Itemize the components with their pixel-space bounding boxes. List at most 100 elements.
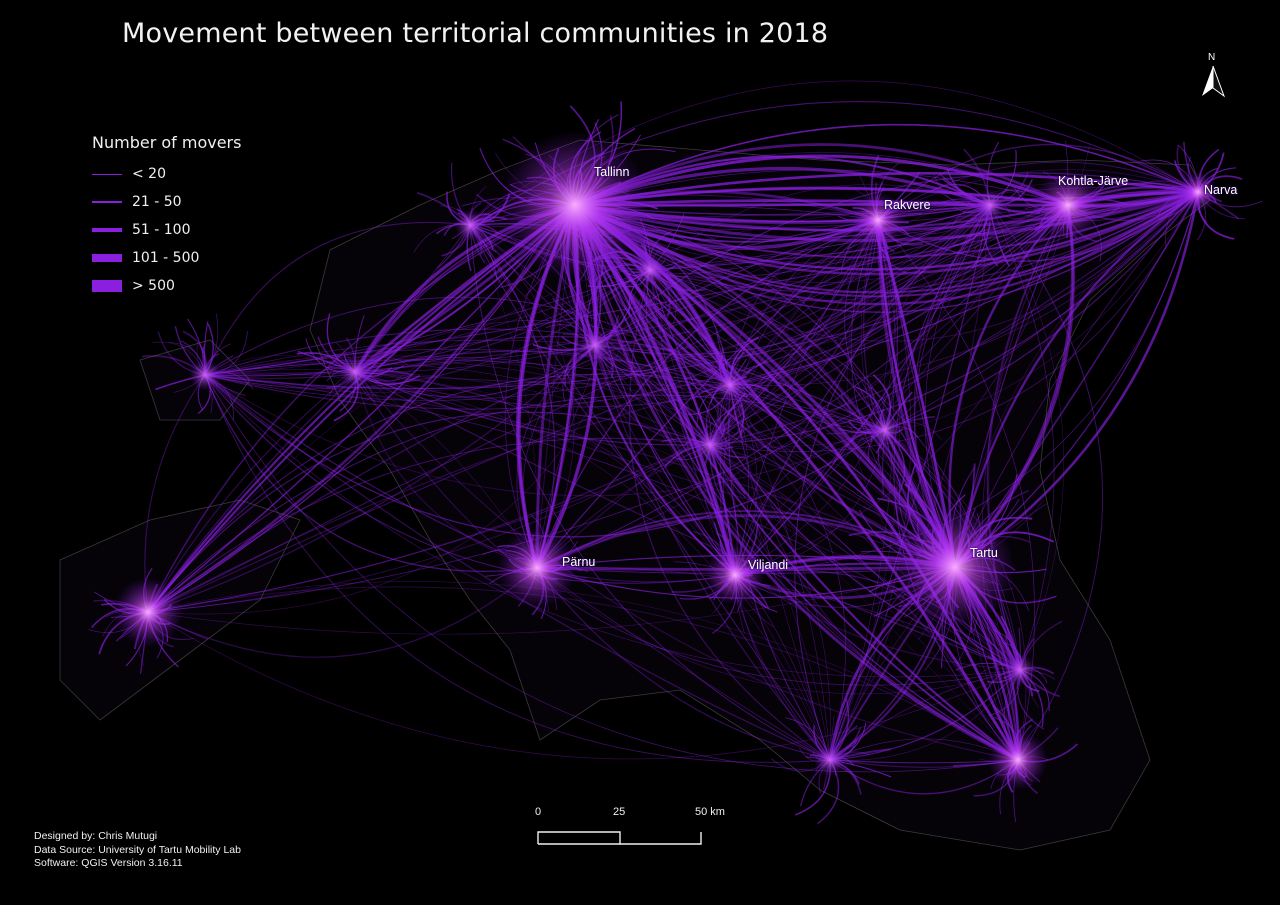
scale-tick-label: 25 [613,806,626,818]
scale-tick-label: 0 [535,806,542,818]
north-letter: N [1208,52,1216,63]
hub-glow [500,130,650,280]
flow-line [147,444,711,613]
hub-glow [634,254,666,286]
legend-item: < 20 [92,160,241,188]
flow-line [709,219,879,446]
flow-line [147,566,956,635]
flow-line [649,269,737,576]
flow-line-major [574,123,1199,206]
flow-line [147,384,731,613]
flow-line-major [147,204,576,613]
flow-line [147,344,596,613]
flow-line-major [147,204,576,613]
legend-swatch [92,173,122,175]
hub-glow [895,507,1015,627]
flow-line [204,374,956,568]
flow-line [354,371,831,761]
flow-line [354,357,711,446]
legend-swatch [92,280,122,292]
north-arrow-icon [1202,65,1226,98]
flow-line [729,204,1069,386]
hub-glow [988,730,1048,790]
flow-line [147,586,1019,761]
flow-line [147,371,356,613]
hub-glow [714,369,746,401]
flow-line-major [574,190,1199,276]
hub-glow [850,192,906,248]
flow-line [794,204,991,761]
flow-line [734,204,991,576]
flow-line [204,374,538,572]
flow-line-major [954,191,1199,568]
hub-glow [705,545,765,605]
flow-line [877,144,1199,221]
flow-line [594,344,731,386]
flow-line [729,384,1021,671]
city-label-tallinn: Tallinn [594,165,630,179]
flow-line-major [574,204,1019,761]
flow-line-major [573,204,1019,762]
flow-line [877,143,1199,221]
flow-line [729,384,1019,761]
scale-tick-label: 50 km [695,806,725,818]
flow-line [536,567,831,761]
flow-line [709,204,991,446]
flow-line [844,219,886,431]
flow-line [469,224,831,761]
flow-line [536,204,991,569]
scale-bar-graphic [537,831,702,845]
city-label-narva: Narva [1204,183,1238,197]
flow-line [469,224,831,761]
flow-line [729,204,991,386]
flow-line [204,219,879,393]
flow-line [574,204,1019,761]
flow-line [734,219,879,576]
mainland-outline [309,139,1211,851]
flow-line [147,204,991,613]
flow-line [649,191,1199,293]
flow-line-major [574,191,1199,306]
flow-line [536,567,1019,768]
legend-swatch [92,228,122,232]
flow-line [204,355,956,568]
flow-line-major [147,204,576,613]
flow-line [594,344,731,394]
hub-glow [454,209,486,241]
flow-line [354,371,1021,671]
flow-line [884,204,1069,431]
flow-line [729,204,991,386]
flow-line [594,219,879,346]
map-title: Movement between territorial communities… [122,18,829,49]
hub-glow [1033,170,1103,240]
flow-line [147,411,711,613]
scale-bar: 0 25 50 km [533,806,733,846]
legend-swatch [92,254,122,262]
flow-line-major [574,204,1019,761]
flow-line [204,204,1069,390]
flow-line [877,169,1199,221]
credit-source: Data Source: University of Tartu Mobilit… [34,843,241,856]
hub-glow [1178,172,1218,212]
hub-glow [189,359,221,391]
hub-glow [694,429,726,461]
flow-line-major [574,191,1199,313]
flow-line [204,374,736,584]
legend-label: < 20 [132,166,166,182]
flow-line [354,335,956,568]
hub-glow [339,356,371,388]
flow-line [877,161,1199,221]
flow-line [354,371,1019,761]
flow-line [709,444,1019,761]
hub-glows [113,130,1218,790]
flow-line [204,373,831,761]
flow-line [734,204,1069,576]
flow-line [354,371,731,386]
flow-line [354,344,596,398]
flow-line-major [147,204,577,614]
flow-line [536,269,651,569]
legend-label: 21 - 50 [132,194,182,210]
flow-line [594,344,886,431]
city-label-parnu: Pärnu [562,555,596,569]
